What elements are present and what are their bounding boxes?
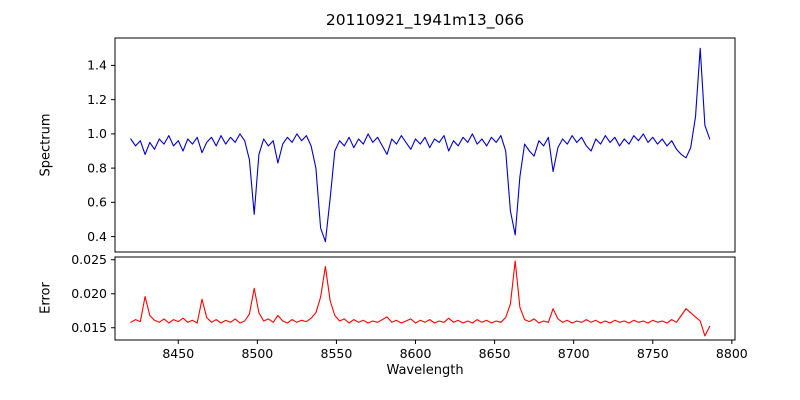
spectrum-y-tick-label: 0.4: [87, 229, 107, 244]
x-tick-label: 8800: [716, 346, 748, 361]
x-axis-label: Wavelength: [386, 363, 464, 378]
spectrum-line: [130, 47, 711, 243]
spectrum-y-tick-label: 0.6: [87, 195, 107, 210]
x-tick-label: 8600: [400, 346, 432, 361]
error-line: [130, 260, 711, 337]
x-tick-label: 8450: [162, 346, 194, 361]
spectrum-panel-border: [114, 37, 736, 253]
error-y-tick-label: 0.020: [71, 286, 107, 301]
x-tick-label: 8500: [241, 346, 273, 361]
error-y-tick-label: 0.015: [71, 320, 107, 335]
spectrum-y-tick-label: 1.0: [87, 126, 107, 141]
x-tick-label: 8700: [558, 346, 590, 361]
x-tick-label: 8650: [479, 346, 511, 361]
spectrum-y-tick-label: 0.8: [87, 160, 107, 175]
x-tick-label: 8550: [321, 346, 353, 361]
spectrum-y-tick-label: 1.4: [87, 58, 107, 73]
x-tick-label: 8750: [637, 346, 669, 361]
chart-title: 20110921_1941m13_066: [325, 11, 525, 29]
spectrum-y-tick-label: 1.2: [87, 92, 107, 107]
error-panel-border: [114, 256, 736, 341]
error-y-tick-label: 0.025: [71, 252, 107, 267]
